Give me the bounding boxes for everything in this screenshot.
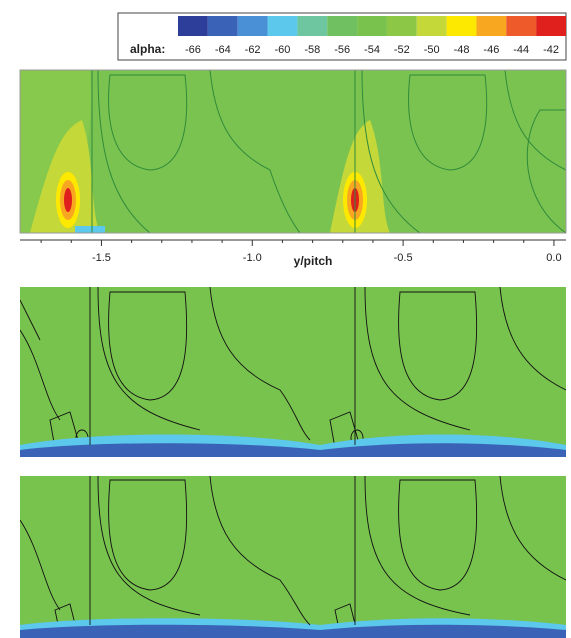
colorbar-tick-label: -52 [394,44,410,56]
x-tick-label: -0.5 [394,252,413,264]
colorbar-swatch [536,16,566,36]
contour-panel-1 [20,70,566,233]
colorbar-tick-label: -54 [364,44,380,56]
colorbar-tick-label: -64 [215,44,231,56]
x-tick-label: -1.0 [243,252,262,264]
colorbar-swatch [237,16,268,36]
colorbar-swatch [446,16,477,36]
colorbar-swatch [327,16,358,36]
x-tick-label: -1.5 [92,252,111,264]
colorbar-tick-label: -42 [543,44,559,56]
colorbar-swatch [297,16,328,36]
colorbar-swatch [416,16,447,36]
colorbar-tick-label: -46 [483,44,499,56]
colorbar-tick-label: -56 [334,44,350,56]
contour-panel-3 [20,476,566,638]
colorbar-label: alpha: [130,42,165,56]
colorbar-swatch [178,16,208,36]
colorbar-tick-label: -62 [245,44,261,56]
colorbar-tick-label: -44 [513,44,529,56]
x-axis-label: y/pitch [294,254,333,268]
colorbar-tick-label: -50 [424,44,440,56]
colorbar-tick-label: -58 [304,44,320,56]
colorbar-swatch [207,16,238,36]
colorbar-tick-label: -60 [275,44,291,56]
colorbar-swatch [506,16,537,36]
colorbar-tick-label: -48 [454,44,470,56]
colorbar-tick-label: -66 [185,44,201,56]
colorbar-swatch [386,16,417,36]
colorbar-swatch [476,16,507,36]
x-tick-label: 0.0 [546,252,561,264]
colorbar-swatch [267,16,298,36]
colorbar-swatch [357,16,387,36]
contour-panel-2 [20,287,566,457]
panel-frame [19,69,567,234]
